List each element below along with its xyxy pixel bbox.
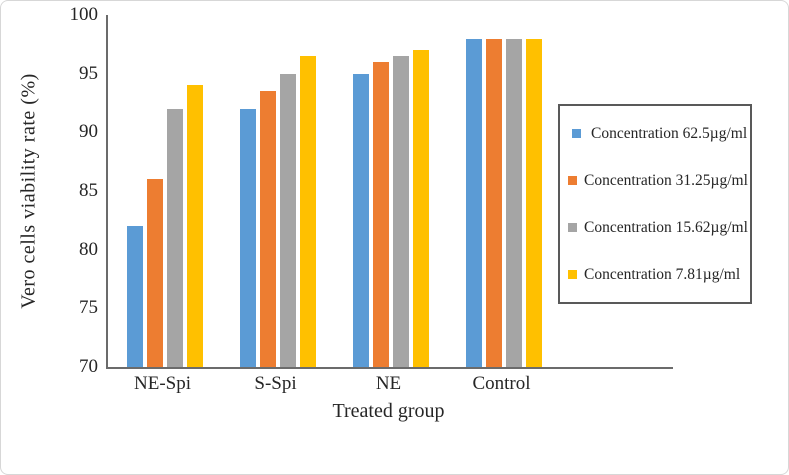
legend-item: Concentration 31.25µg/ml — [560, 172, 750, 190]
legend-marker-icon — [568, 270, 577, 279]
x-tick-label: NE-Spi — [134, 373, 191, 394]
y-tick-label: 75 — [79, 297, 98, 319]
x-axis-title: Treated group — [332, 400, 445, 422]
bar-control-s0 — [465, 38, 482, 367]
y-tick-label: 70 — [79, 356, 98, 377]
legend-box: Concentration 62.5µg/ml Concentration 31.… — [558, 104, 752, 304]
x-tick-label: Control — [472, 373, 531, 394]
bar-ne-spi-s1 — [146, 179, 163, 367]
bar-ne-s0 — [352, 73, 369, 367]
legend-item: Concentration 15.62µg/ml — [560, 219, 750, 237]
bar-s-spi-s2 — [279, 73, 296, 367]
y-tick-label: 80 — [79, 238, 98, 260]
bar-s-spi-s3 — [299, 56, 316, 367]
bar-s-spi-s1 — [259, 91, 276, 367]
legend-marker-icon — [568, 223, 577, 232]
bar-ne-s1 — [372, 61, 389, 367]
legend-label: Concentration 15.62µg/ml — [584, 218, 748, 236]
x-tick-label: S-Spi — [254, 373, 297, 394]
bar-ne-s2 — [392, 56, 409, 367]
plot-area — [106, 15, 673, 369]
legend-label: Concentration 31.25µg/ml — [584, 171, 748, 189]
bar-ne-s3 — [412, 50, 429, 367]
legend-marker-icon — [568, 176, 577, 185]
y-tick-label: 90 — [79, 121, 98, 143]
legend-marker-icon — [572, 129, 581, 138]
x-tick-label: NE — [375, 373, 402, 394]
bar-control-s1 — [485, 38, 502, 367]
bar-ne-spi-s3 — [186, 85, 203, 367]
y-tick-label: 100 — [69, 4, 99, 25]
bar-control-s2 — [505, 38, 522, 367]
legend-label: Concentration 62.5µg/ml — [591, 124, 748, 142]
bar-control-s3 — [525, 38, 542, 367]
legend-label: Concentration 7.81µg/ml — [584, 265, 741, 283]
y-tick-label: 85 — [79, 180, 98, 201]
legend-item: Concentration 7.81µg/ml — [560, 266, 750, 284]
bar-s-spi-s0 — [239, 108, 256, 367]
bar-ne-spi-s2 — [166, 108, 183, 367]
bar-ne-spi-s0 — [126, 226, 143, 367]
legend-item: Concentration 62.5µg/ml — [560, 125, 750, 143]
y-tick-label: 95 — [79, 62, 98, 84]
